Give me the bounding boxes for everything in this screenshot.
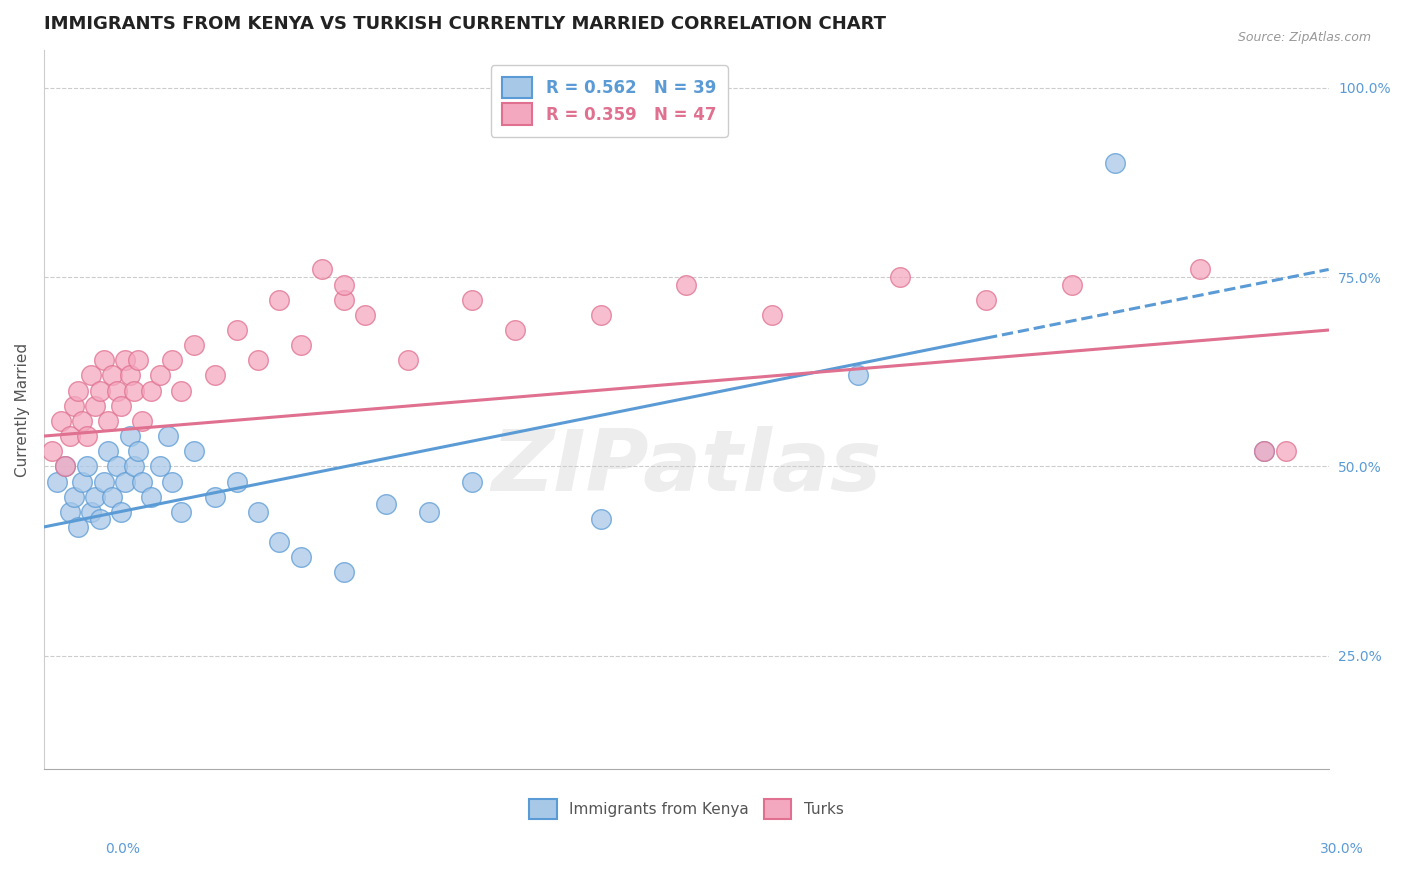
Point	[93, 353, 115, 368]
Point	[97, 414, 120, 428]
Point	[127, 353, 149, 368]
Point	[76, 459, 98, 474]
Point	[72, 414, 94, 428]
Point	[1060, 277, 1083, 292]
Point	[89, 512, 111, 526]
Point	[139, 490, 162, 504]
Point	[461, 475, 484, 489]
Point	[101, 490, 124, 504]
Point	[162, 353, 184, 368]
Point	[72, 475, 94, 489]
Point	[67, 520, 90, 534]
Point	[157, 429, 180, 443]
Point	[675, 277, 697, 292]
Point	[118, 368, 141, 383]
Point	[269, 293, 291, 307]
Y-axis label: Currently Married: Currently Married	[15, 343, 30, 476]
Point	[183, 444, 205, 458]
Point	[375, 497, 398, 511]
Point	[58, 429, 80, 443]
Point	[67, 384, 90, 398]
Text: IMMIGRANTS FROM KENYA VS TURKISH CURRENTLY MARRIED CORRELATION CHART: IMMIGRANTS FROM KENYA VS TURKISH CURRENT…	[44, 15, 886, 33]
Point	[127, 444, 149, 458]
Point	[225, 475, 247, 489]
Point	[114, 353, 136, 368]
Point	[105, 384, 128, 398]
Point	[114, 475, 136, 489]
Point	[45, 475, 67, 489]
Point	[1253, 444, 1275, 458]
Point	[162, 475, 184, 489]
Point	[290, 550, 312, 565]
Point	[84, 490, 107, 504]
Point	[58, 505, 80, 519]
Point	[84, 399, 107, 413]
Point	[332, 293, 354, 307]
Text: 30.0%: 30.0%	[1320, 842, 1364, 856]
Point	[204, 490, 226, 504]
Point	[247, 505, 270, 519]
Point	[974, 293, 997, 307]
Point	[589, 308, 612, 322]
Point	[76, 429, 98, 443]
Point	[846, 368, 869, 383]
Point	[148, 459, 170, 474]
Point	[1253, 444, 1275, 458]
Point	[290, 338, 312, 352]
Point	[269, 535, 291, 549]
Legend: Immigrants from Kenya, Turks: Immigrants from Kenya, Turks	[522, 791, 851, 826]
Point	[139, 384, 162, 398]
Point	[889, 270, 911, 285]
Point	[131, 475, 153, 489]
Point	[1275, 444, 1298, 458]
Point	[170, 505, 193, 519]
Point	[53, 459, 76, 474]
Point	[89, 384, 111, 398]
Point	[589, 512, 612, 526]
Point	[503, 323, 526, 337]
Point	[1104, 156, 1126, 170]
Point	[80, 505, 103, 519]
Point	[101, 368, 124, 383]
Point	[311, 262, 333, 277]
Point	[97, 444, 120, 458]
Point	[418, 505, 440, 519]
Point	[41, 444, 63, 458]
Point	[170, 384, 193, 398]
Point	[247, 353, 270, 368]
Point	[80, 368, 103, 383]
Point	[332, 277, 354, 292]
Point	[63, 490, 86, 504]
Point	[461, 293, 484, 307]
Point	[110, 505, 132, 519]
Point	[122, 459, 145, 474]
Point	[354, 308, 377, 322]
Point	[204, 368, 226, 383]
Point	[332, 566, 354, 580]
Point	[396, 353, 419, 368]
Text: Source: ZipAtlas.com: Source: ZipAtlas.com	[1237, 31, 1371, 45]
Point	[93, 475, 115, 489]
Point	[118, 429, 141, 443]
Point	[1189, 262, 1212, 277]
Point	[183, 338, 205, 352]
Point	[122, 384, 145, 398]
Text: ZIPatlas: ZIPatlas	[491, 425, 882, 508]
Point	[110, 399, 132, 413]
Point	[49, 414, 72, 428]
Point	[105, 459, 128, 474]
Text: 0.0%: 0.0%	[105, 842, 141, 856]
Point	[148, 368, 170, 383]
Point	[53, 459, 76, 474]
Point	[225, 323, 247, 337]
Point	[761, 308, 783, 322]
Point	[131, 414, 153, 428]
Point	[63, 399, 86, 413]
